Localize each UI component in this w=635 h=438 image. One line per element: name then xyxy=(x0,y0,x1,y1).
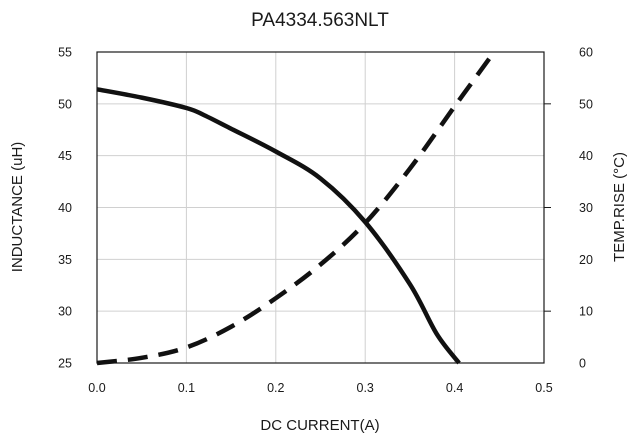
right-tick-label: 40 xyxy=(579,149,593,163)
x-tick-label: 0.3 xyxy=(357,381,374,395)
x-axis-tick-labels: 0.0 0.1 0.2 0.3 0.4 0.5 xyxy=(88,381,552,395)
right-tick-label: 50 xyxy=(579,97,593,111)
left-axis-tick-labels: 25 30 35 40 45 50 55 xyxy=(58,46,72,371)
left-tick-label: 45 xyxy=(58,149,72,163)
left-tick-label: 40 xyxy=(58,201,72,215)
series-layer xyxy=(96,55,493,366)
right-tick-label: 20 xyxy=(579,253,593,267)
x-axis-label: DC CURRENT(A) xyxy=(260,417,379,434)
right-tick-label: 0 xyxy=(579,357,586,371)
x-tick-label: 0.4 xyxy=(446,381,463,395)
inductance-line xyxy=(96,87,461,365)
x-tick-label: 0.5 xyxy=(535,381,552,395)
left-tick-label: 30 xyxy=(58,305,72,319)
left-axis-label: INDUCTANCE (uH) xyxy=(9,142,26,273)
left-tick-label: 55 xyxy=(58,46,72,60)
right-tick-label: 10 xyxy=(579,305,593,319)
left-tick-label: 25 xyxy=(58,357,72,371)
right-axis-label: TEMP.RISE (°C) xyxy=(611,152,628,262)
grid-lines xyxy=(97,52,544,363)
right-tick-label: 30 xyxy=(579,201,593,215)
temperature-rise-line xyxy=(96,55,493,366)
x-tick-label: 0.0 xyxy=(88,381,105,395)
left-tick-label: 35 xyxy=(58,253,72,267)
right-axis-tick-labels: 0 10 20 30 40 50 60 xyxy=(579,46,593,371)
chart-title: PA4334.563NLT xyxy=(251,10,389,31)
right-tick-label: 60 xyxy=(579,46,593,60)
x-tick-label: 0.2 xyxy=(267,381,284,395)
right-axis-ticks xyxy=(544,103,551,312)
left-tick-label: 50 xyxy=(58,97,72,111)
x-tick-label: 0.1 xyxy=(178,381,195,395)
